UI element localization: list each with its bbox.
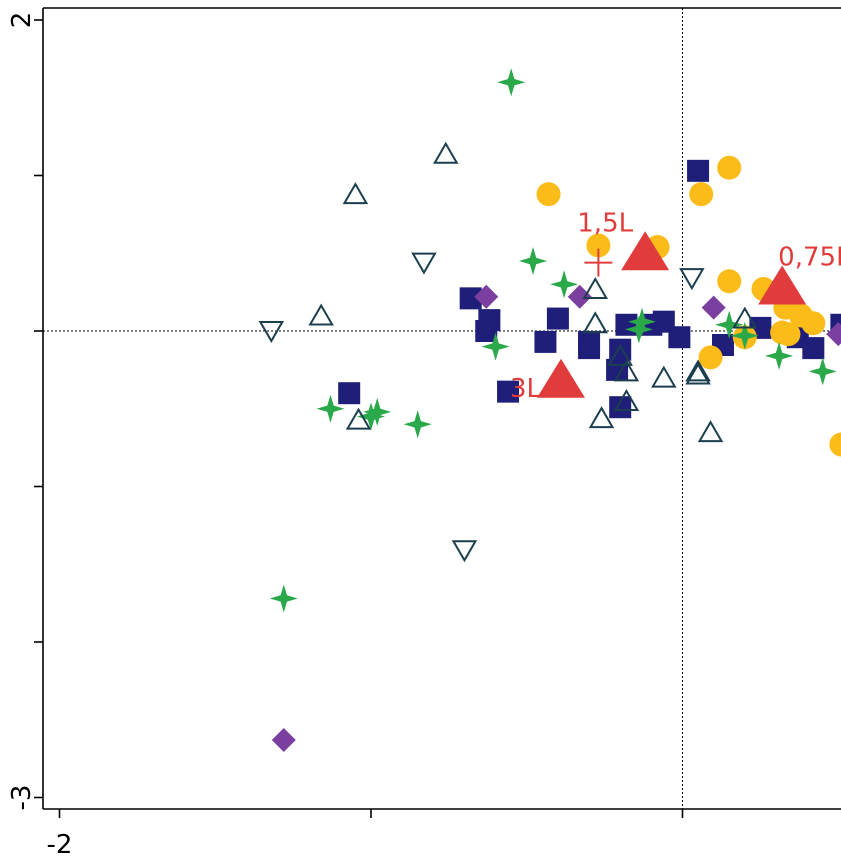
open-down-triangle-point (258, 321, 285, 343)
square-point (802, 337, 825, 360)
square-point (546, 307, 569, 330)
y-tick-label: 2 (7, 12, 37, 29)
star-point (316, 394, 345, 423)
square-point (497, 380, 520, 403)
open-triangle-point (582, 311, 609, 334)
open-triangle-point (342, 182, 369, 205)
circle-point (801, 311, 826, 336)
star-point (624, 315, 653, 344)
star-point (357, 402, 385, 431)
diamond-point (474, 284, 499, 309)
open-triangle-point (685, 359, 711, 382)
reference-lines (43, 8, 841, 809)
star-point (403, 410, 432, 439)
square-point (534, 330, 557, 353)
star-point (715, 310, 744, 339)
star-point (628, 307, 656, 336)
circle-point (717, 155, 742, 180)
diamond-point (701, 295, 726, 320)
square-point (578, 337, 601, 360)
open-down-triangle-point (411, 252, 437, 275)
star-point (269, 584, 298, 613)
square-point (478, 309, 501, 332)
circle-point (717, 269, 742, 294)
star-point (519, 247, 547, 275)
axis-ticks (34, 19, 684, 818)
star-point (730, 321, 759, 350)
star-point (481, 332, 510, 361)
star-point (808, 357, 837, 386)
centroid-triangle (537, 358, 586, 398)
square-point (459, 287, 482, 310)
centroid-label: 1,5L (577, 208, 633, 238)
open-triangle-point (732, 306, 758, 329)
circle-point (770, 320, 795, 345)
open-down-triangle-point (451, 540, 478, 563)
x-tick-label: -2 (47, 830, 73, 858)
tick-labels: -23-32 (7, 12, 73, 858)
circle-point (698, 345, 723, 370)
open-triangle-point (345, 407, 372, 430)
open-triangle-point (651, 365, 677, 388)
y-tick-label: -3 (7, 785, 37, 811)
plot-frame (42, 7, 841, 810)
open-triangle-point (613, 359, 640, 382)
data-points (258, 68, 841, 752)
star-point (497, 68, 526, 97)
diamond-point (271, 727, 296, 752)
circle-point (829, 432, 841, 457)
open-triangle-point (685, 362, 711, 385)
circle-point (586, 233, 611, 258)
star-point (765, 341, 794, 370)
diamond-point (567, 284, 592, 309)
open-triangle-point (582, 277, 609, 300)
star-point (550, 270, 579, 299)
circle-point (689, 182, 714, 207)
square-point (615, 313, 638, 336)
square-point (609, 396, 632, 419)
plus-point (584, 248, 613, 277)
centroid-triangle (758, 265, 807, 305)
centroid-markers: 1,5L0,75L3L0,25L (510, 208, 841, 404)
open-triangle-point (697, 420, 724, 443)
star-point (363, 397, 392, 426)
open-down-triangle-point (679, 268, 705, 291)
square-point (687, 159, 710, 182)
square-point (338, 382, 361, 405)
square-point (668, 326, 691, 349)
open-triangle-point (588, 406, 615, 429)
diamond-point (826, 322, 841, 347)
centroid-triangle (621, 231, 670, 271)
open-triangle-point (607, 343, 633, 366)
centroid-label: 0,75L (778, 242, 841, 272)
circle-point (536, 182, 561, 207)
centroid-label: 3L (510, 374, 542, 404)
open-triangle-point (613, 388, 640, 411)
open-triangle-point (433, 141, 459, 164)
open-triangle-point (308, 303, 334, 326)
